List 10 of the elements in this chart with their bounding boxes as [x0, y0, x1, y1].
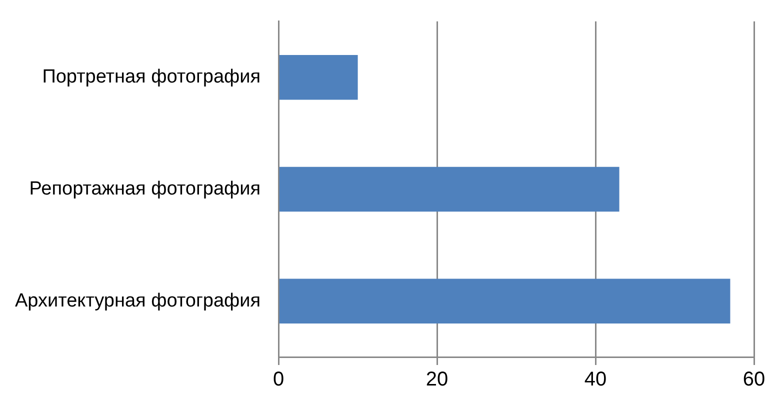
bar [279, 166, 620, 212]
x-tick-label: 20 [426, 368, 448, 391]
x-tick-label: 0 [272, 368, 284, 391]
y-tick-label: Портретная фотография [42, 66, 261, 88]
bar [279, 54, 358, 100]
y-tick-label: Архитектурная фотография [14, 290, 261, 312]
x-tick-label: 60 [742, 368, 766, 391]
x-tick-label: 40 [584, 368, 607, 391]
y-tick-label: Репортажная фотография [29, 178, 261, 200]
bar [279, 278, 730, 324]
